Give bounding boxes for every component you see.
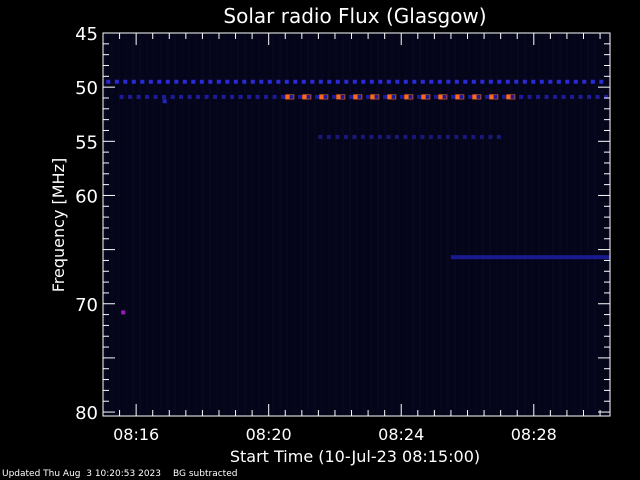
feature-band-0 (106, 79, 604, 84)
bg-note: BG subtracted (173, 469, 238, 479)
y-tick-label-70: 70 (75, 295, 98, 316)
y-axis-label: Frequency [MHz] (49, 158, 68, 292)
y-tick-label-55: 55 (75, 132, 98, 153)
x-axis-label: Start Time (10-Jul-23 08:15:00) (230, 447, 480, 466)
x-tick-label-08:28: 08:28 (511, 425, 557, 444)
y-tick-label-80: 80 (75, 403, 98, 424)
y-tick-label-45: 45 (75, 24, 98, 45)
y-tick-label-60: 60 (75, 186, 98, 207)
feature-band-2 (119, 94, 609, 99)
axes: 45 50 55 60 70 80 08:16 08:20 08:24 08:28 (75, 24, 611, 444)
feature-blip-6 (162, 99, 167, 104)
updated-timestamp: Updated Thu Aug 3 10:20:53 2023 (2, 469, 162, 479)
footer: Updated Thu Aug 3 10:20:53 2023 BG subtra… (2, 469, 249, 479)
plot-area (103, 33, 610, 416)
x-tick-label-08:24: 08:24 (378, 425, 424, 444)
y-tick-label-50: 50 (75, 78, 98, 99)
feature-blip-5 (121, 310, 126, 315)
feature-band-4 (450, 255, 610, 260)
plot-frame (102, 32, 611, 417)
x-tick-label-08:20: 08:20 (246, 425, 292, 444)
feature-band-3 (318, 134, 501, 139)
x-tick-label-08:16: 08:16 (113, 425, 159, 444)
chart-title: Solar radio Flux (Glasgow) (223, 4, 486, 28)
